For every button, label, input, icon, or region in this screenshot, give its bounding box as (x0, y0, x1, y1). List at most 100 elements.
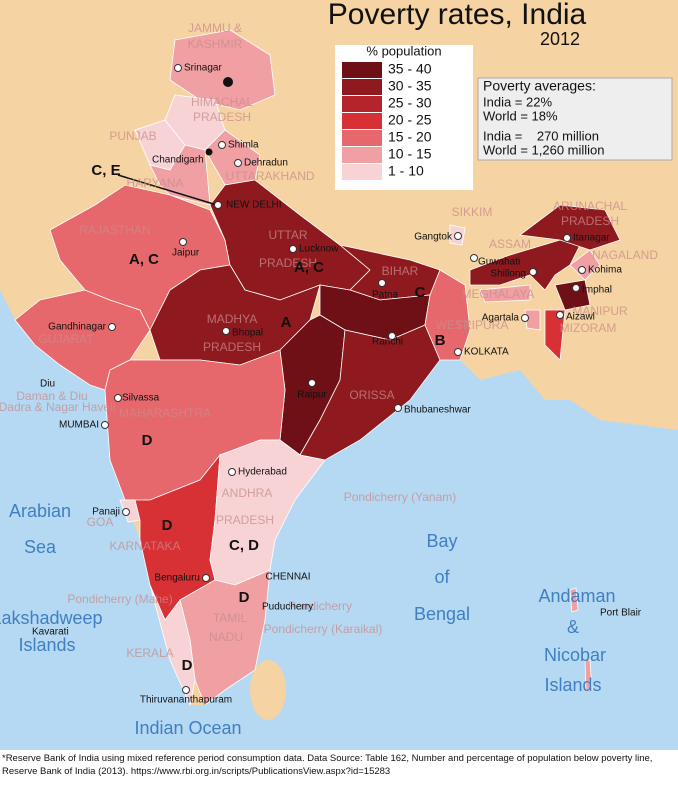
city-marker (179, 238, 187, 246)
city-label: Gandhinagar (48, 322, 106, 333)
city-marker (108, 323, 116, 331)
state-label: KERALA (126, 646, 173, 660)
state (518, 204, 621, 251)
city-label: Agartala (482, 313, 520, 324)
state-label: GOA (87, 515, 114, 529)
legend-label: 1 - 10 (388, 163, 424, 179)
city-label: Hyderabad (238, 467, 287, 478)
source-letter: D (239, 589, 250, 606)
city-label: Imphal (582, 285, 612, 296)
city-label: Raipur (297, 390, 327, 401)
averages-line: World = 18% (483, 108, 558, 123)
state-label: MIZORAM (560, 321, 617, 335)
city-label: Itanagar (573, 233, 610, 244)
legend-swatch (342, 79, 382, 95)
state-label: UTTARAKHAND (225, 169, 314, 183)
city-marker (122, 508, 130, 516)
water-label: of (434, 567, 450, 587)
state-label: NADU (209, 630, 243, 644)
water-label: Islands (18, 635, 75, 655)
state-label: GUJARAT (38, 332, 94, 346)
source-letter: B (435, 332, 446, 349)
legend-swatch (342, 130, 382, 146)
city-marker (454, 348, 462, 356)
state-label: ARUNACHAL (553, 199, 627, 213)
states (14, 29, 621, 707)
city-marker (470, 254, 478, 262)
water-label: Bengal (414, 604, 470, 624)
averages-line: India = 270 million (483, 128, 599, 143)
city-marker (218, 141, 226, 149)
state (469, 239, 581, 291)
water-label: Islands (544, 675, 601, 695)
water-label: Lakshadweep (0, 608, 103, 628)
water-label: Sea (24, 537, 57, 557)
state (479, 284, 531, 303)
city-marker (202, 574, 210, 582)
city-marker (529, 268, 537, 276)
state (554, 279, 591, 311)
source-letter: C, E (91, 162, 120, 179)
city-label: Bengaluru (154, 573, 200, 584)
state-label: BIHAR (382, 264, 419, 278)
state-label: HARYANA (127, 176, 184, 190)
state-label: Pondicherry (Mahe) (67, 592, 172, 606)
legend-swatch (342, 164, 382, 180)
legend-swatch (342, 62, 382, 78)
title: Poverty rates, India (328, 0, 587, 31)
city-marker (378, 279, 386, 287)
city-label: NEW DELHI (226, 200, 282, 211)
source-letter: D (162, 517, 173, 534)
pointer-line (117, 174, 218, 206)
legend-swatch (342, 113, 382, 129)
city-label: Shimla (228, 140, 259, 151)
state-label: Daman & Diu (16, 389, 87, 403)
city-label: Kavarati (32, 627, 69, 638)
legend-label: 20 - 25 (388, 112, 432, 128)
averages-box (477, 77, 673, 161)
city-marker (572, 284, 580, 292)
state-label: PRADESH (193, 110, 251, 124)
city-label: Bhopal (232, 328, 263, 339)
state-label: RAJASTHAN (79, 223, 150, 237)
state-label: PRADESH (203, 340, 261, 354)
city-marker (521, 314, 529, 322)
state-label: Pondicherry (288, 599, 352, 613)
legend-label: 10 - 15 (388, 146, 432, 162)
island (584, 659, 593, 691)
state-label: ANDHRA (222, 486, 273, 500)
map: Poverty rates, India 2012 % population P… (0, 0, 678, 750)
city-label: Panaji (92, 507, 120, 518)
source-letter: A (281, 314, 292, 331)
city-marker (563, 234, 571, 242)
city-label: Chandigarh (152, 155, 204, 166)
marker-dot (205, 148, 213, 156)
city-marker (556, 311, 564, 319)
state (524, 309, 541, 331)
city-marker (174, 64, 182, 72)
city-label: Lucknow (299, 244, 339, 255)
city-marker (394, 404, 402, 412)
water-label: Andaman (538, 586, 615, 606)
legend-label: 15 - 20 (388, 129, 432, 145)
averages-line: World = 1,260 million (483, 142, 605, 157)
city-marker (308, 379, 316, 387)
footnote: *Reserve Bank of India using mixed refer… (2, 753, 653, 777)
sea (0, 290, 678, 750)
state-label: UTTAR (268, 228, 307, 242)
city-label: Thiruvananthapuram (140, 695, 232, 706)
city-marker (234, 159, 242, 167)
state-label: Dadra & Nagar Haveli (0, 400, 115, 414)
state-label: Pondicherry (Yanam) (344, 490, 457, 504)
city-label: Jaipur (172, 248, 200, 259)
city-label: Aizawl (566, 312, 595, 323)
source-letter: C (415, 284, 426, 301)
state-label: KASHMIR (188, 37, 243, 51)
averages: Poverty averages: (477, 77, 673, 161)
city-marker (114, 394, 122, 402)
state-label: PRADESH (216, 513, 274, 527)
state-label: MADHYA (207, 312, 257, 326)
city-label: Puducherry (262, 602, 313, 613)
city-marker (228, 468, 236, 476)
